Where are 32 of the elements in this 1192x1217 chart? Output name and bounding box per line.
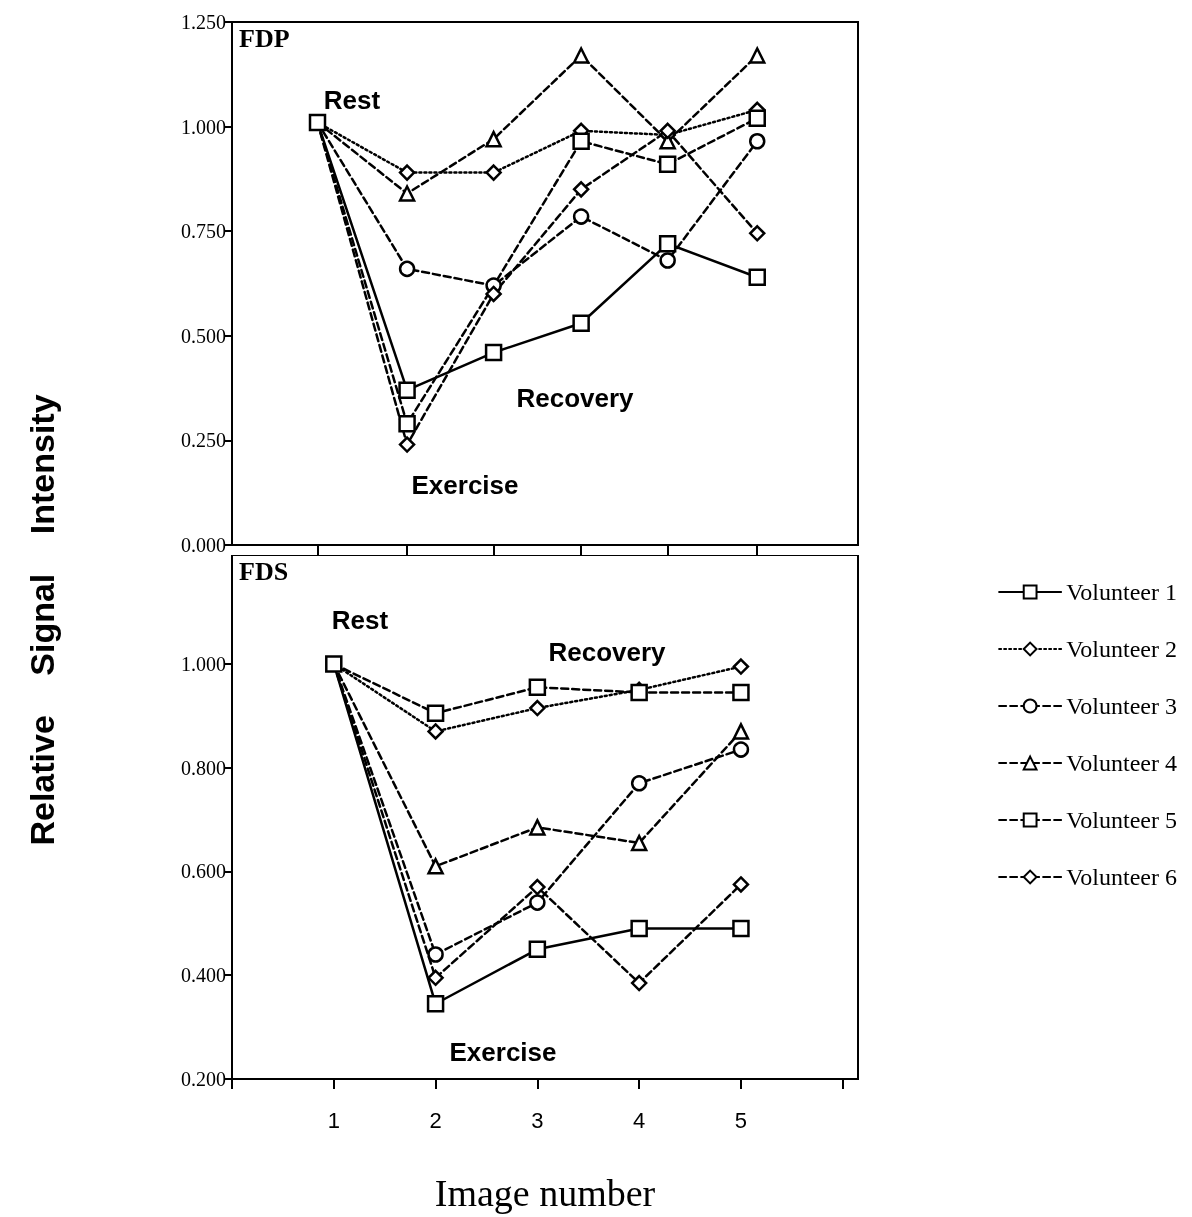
legend-label: Volunteer 4 (1066, 750, 1177, 776)
annotation: Exercise (449, 1037, 557, 1067)
annotation: Rest (331, 605, 389, 635)
legend-label: Volunteer 3 (1066, 693, 1177, 719)
y-tick-label: 0.800 (181, 756, 226, 779)
y-tick-label: 0.500 (181, 324, 226, 347)
y-tick-label: 0.400 (181, 964, 226, 987)
y-axis-title: Relative Signal Intensity (22, 394, 62, 846)
y-tick-label: 1.000 (181, 652, 226, 675)
annotation: Recovery (516, 383, 635, 413)
chart-title: FDP (239, 23, 290, 53)
x-tick-label: 5 (734, 1107, 748, 1133)
y-tick-label: 0.750 (181, 220, 226, 243)
annotation: Recovery (548, 637, 667, 667)
x-tick-label: 4 (633, 1107, 646, 1133)
legend-label: Volunteer 5 (1066, 807, 1177, 833)
y-tick-label: 0.600 (181, 860, 226, 883)
y-tick-label: 0.250 (181, 429, 226, 452)
y-tick-label: 1.250 (181, 11, 226, 33)
y-tick-label: 1.000 (181, 115, 226, 138)
x-tick-label: 2 (429, 1107, 442, 1133)
x-tick-label: 3 (531, 1107, 544, 1133)
annotation: Rest (323, 85, 381, 115)
legend-label: Volunteer 1 (1066, 579, 1177, 605)
chart-title: FDS (239, 556, 289, 586)
x-axis-title: Image number (434, 1172, 656, 1214)
annotation: Exercise (411, 470, 519, 500)
y-tick-label: 0.000 (181, 534, 226, 556)
x-tick-label: 1 (327, 1107, 340, 1133)
legend-label: Volunteer 2 (1066, 636, 1177, 662)
legend-label: Volunteer 6 (1066, 864, 1177, 890)
y-tick-label: 0.200 (181, 1068, 226, 1090)
